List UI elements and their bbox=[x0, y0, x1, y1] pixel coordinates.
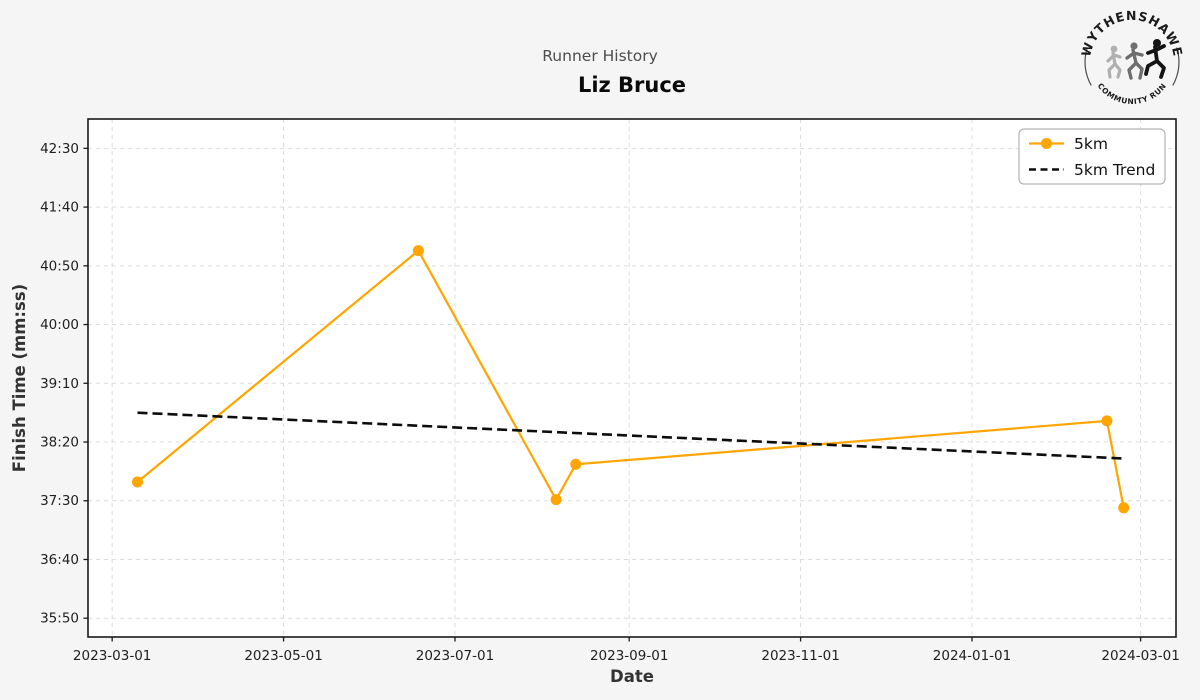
data-point bbox=[1101, 415, 1113, 427]
runner-silhouette-left-icon bbox=[1106, 45, 1122, 79]
y-tick-label: 39:10 bbox=[40, 376, 79, 392]
plot-border bbox=[87, 118, 1177, 638]
y-tick-label: 40:00 bbox=[40, 317, 79, 333]
x-tick-label: 2023-11-01 bbox=[761, 648, 839, 664]
wythenshawe-logo: WYTHENSHAWE COMMUNITY RUN bbox=[1078, 8, 1185, 106]
y-tick-label: 36:40 bbox=[40, 552, 79, 568]
data-point bbox=[550, 494, 562, 506]
plot-background bbox=[88, 119, 1176, 637]
y-tick-label: 38:20 bbox=[40, 435, 79, 451]
x-tick-label: 2023-03-01 bbox=[73, 648, 151, 664]
y-axis-label: Finish Time (mm:ss) bbox=[10, 284, 29, 472]
data-point bbox=[570, 458, 582, 470]
y-tick-label: 42:30 bbox=[40, 141, 79, 157]
logo-ring-left-arc bbox=[1084, 47, 1092, 86]
x-tick-label: 2023-07-01 bbox=[416, 648, 494, 664]
x-tick-label: 2023-05-01 bbox=[244, 648, 322, 664]
data-point bbox=[132, 476, 143, 488]
y-tick-label: 37:30 bbox=[40, 493, 79, 509]
x-tick-label: 2024-03-01 bbox=[1101, 648, 1179, 664]
x-tick-label: 2024-01-01 bbox=[933, 648, 1011, 664]
series-line-5km bbox=[136, 248, 1125, 509]
x-tick-label: 2023-09-01 bbox=[590, 648, 668, 664]
legend-sample-marker bbox=[1041, 138, 1052, 149]
legend-label: 5km bbox=[1074, 135, 1108, 153]
legend-label: 5km Trend bbox=[1074, 161, 1155, 179]
runner-name-title: Liz Bruce bbox=[577, 73, 687, 97]
x-axis-label: Date bbox=[610, 667, 654, 686]
chart-suptitle: Runner History bbox=[542, 47, 658, 65]
runner-silhouette-right-icon bbox=[1144, 39, 1166, 79]
y-tick-label: 41:40 bbox=[40, 200, 79, 216]
logo-ring-right-arc bbox=[1172, 47, 1180, 86]
data-point bbox=[412, 245, 424, 257]
y-tick-label: 40:50 bbox=[40, 258, 79, 274]
data-point bbox=[1118, 502, 1130, 514]
y-tick-label: 35:50 bbox=[40, 611, 79, 627]
runner-silhouette-middle-icon bbox=[1125, 42, 1144, 80]
